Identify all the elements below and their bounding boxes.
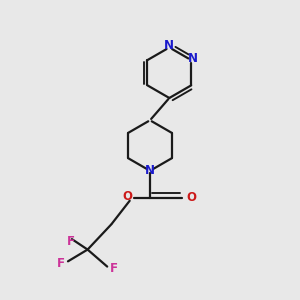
Text: F: F — [57, 257, 65, 270]
Text: F: F — [110, 262, 117, 275]
Text: O: O — [122, 190, 132, 203]
Text: O: O — [186, 191, 196, 204]
Text: N: N — [164, 40, 174, 52]
Text: N: N — [145, 164, 155, 177]
Text: N: N — [188, 52, 198, 65]
Text: F: F — [67, 235, 75, 248]
